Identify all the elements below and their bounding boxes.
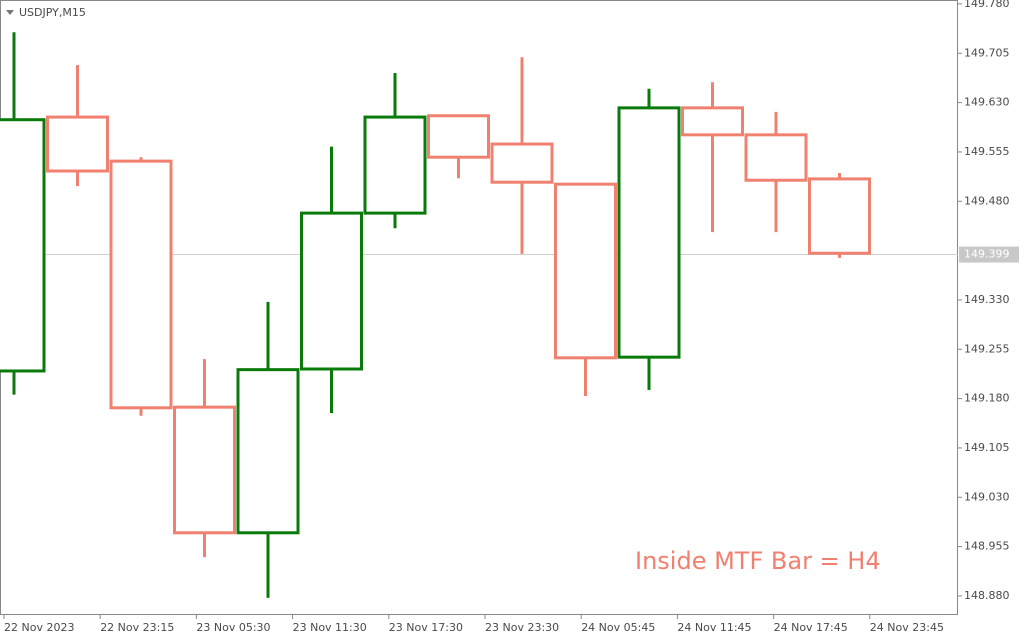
y-tick-label: 149.480 [964,194,1010,207]
y-tick-label: 149.255 [964,342,1010,355]
mtf-box [617,106,681,359]
x-tick-label: 23 Nov 05:30 [196,621,270,634]
symbol-label: USDJPY,M15 [19,6,86,19]
mtf-box [554,182,617,360]
x-tick-label: 22 Nov 2023 [4,621,74,634]
last-price-label: 149.399 [964,248,1010,261]
x-tick-label: 22 Nov 23:15 [100,621,174,634]
mtf-box [808,177,871,255]
y-tick-label: 149.705 [964,46,1010,59]
mtf-box [173,405,236,535]
y-tick-label: 149.555 [964,145,1010,158]
y-tick-label: 149.330 [964,293,1010,306]
last-price-tag [959,246,1019,263]
symbol-icon [6,10,14,15]
x-tick-label: 23 Nov 11:30 [293,621,367,634]
x-tick-label: 24 Nov 23:45 [870,621,944,634]
annotation: Inside MTF Bar = H4 [635,547,881,575]
mtf-box [427,114,490,159]
y-tick-label: 149.030 [964,490,1010,503]
mtf-box [363,115,427,215]
y-tick-label: 149.780 [964,0,1010,10]
x-tick-label: 24 Nov 05:45 [581,621,655,634]
y-tick-label: 149.105 [964,441,1010,454]
y-tick-label: 149.180 [964,392,1010,405]
mtf-box [300,211,363,371]
mtf-box [0,118,46,373]
x-tick-label: 23 Nov 17:30 [389,621,463,634]
mtf-box [681,106,744,137]
y-tick-label: 148.955 [964,540,1010,553]
mtf-box [109,159,173,410]
mtf-box [46,115,109,173]
x-tick-label: 23 Nov 23:30 [485,621,559,634]
mtf-box [490,142,554,184]
mtf-box [744,133,808,182]
mtf-box [236,368,300,535]
y-tick-label: 148.880 [964,589,1010,602]
x-tick-label: 24 Nov 11:45 [677,621,751,634]
x-tick-label: 24 Nov 17:45 [774,621,848,634]
y-tick-label: 149.630 [964,96,1010,109]
